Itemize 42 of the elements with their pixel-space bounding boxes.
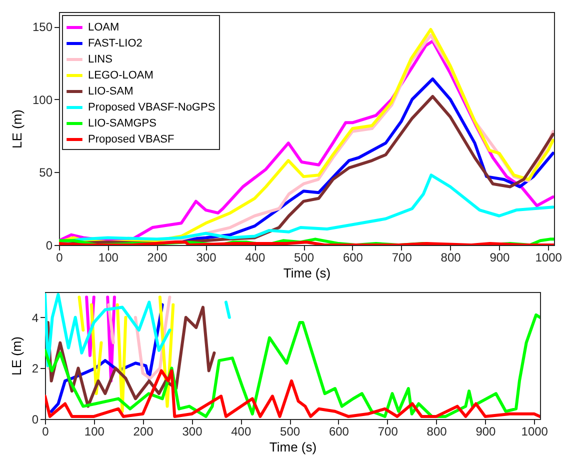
y-tick-label: 150 [32,20,53,34]
x-tick-label: 300 [182,424,203,438]
legend-label: Proposed VBASF [88,134,174,146]
legend-label: LINS [88,54,112,66]
x-tick-label: 200 [133,424,154,438]
x-tick-label: 400 [245,250,266,264]
y-tick-label: 0 [32,412,39,426]
legend-label: LIO-SAM [88,86,134,98]
y-tick-label: 2 [32,362,39,376]
x-axis-title: Time (s) [283,266,331,280]
line-series [45,369,540,418]
legend-label: LIO-SAMGPS [88,118,156,130]
x-tick-label: 100 [98,250,119,264]
x-tick-label: 400 [231,424,252,438]
x-tick-label: 100 [84,424,105,438]
legend-label: Proposed VBASF-NoGPS [88,102,216,114]
x-tick-label: 900 [490,250,510,264]
x-tick-label: 500 [294,250,314,264]
x-tick-label: 1000 [535,250,562,264]
legend-label: FAST-LIO2 [88,38,142,50]
x-tick-label: 800 [426,424,448,438]
y-tick-label: 100 [32,92,53,107]
x-tick-label: 800 [440,250,462,264]
y-axis-title: LE (m) [9,110,24,148]
x-tick-label: 200 [147,250,168,264]
y-tick-label: 50 [39,166,53,180]
x-tick-label: 0 [56,250,64,264]
x-tick-label: 700 [392,250,412,264]
x-axis-title: Time (s) [269,440,317,454]
legend-label: LEGO-LOAM [88,70,154,82]
x-tick-label: 900 [476,424,496,438]
y-tick-label: 4 [32,310,39,325]
x-tick-label: 600 [342,250,364,264]
x-tick-label: 1000 [521,424,548,438]
y-axis-title: LE (m) [8,336,24,376]
y-tick-label: 0 [46,238,53,252]
line-series [45,313,540,418]
x-tick-label: 300 [196,250,217,264]
legend-label: LOAM [88,22,120,34]
x-tick-label: 500 [280,424,300,438]
x-tick-label: 700 [378,424,398,438]
x-tick-label: 600 [328,424,350,438]
